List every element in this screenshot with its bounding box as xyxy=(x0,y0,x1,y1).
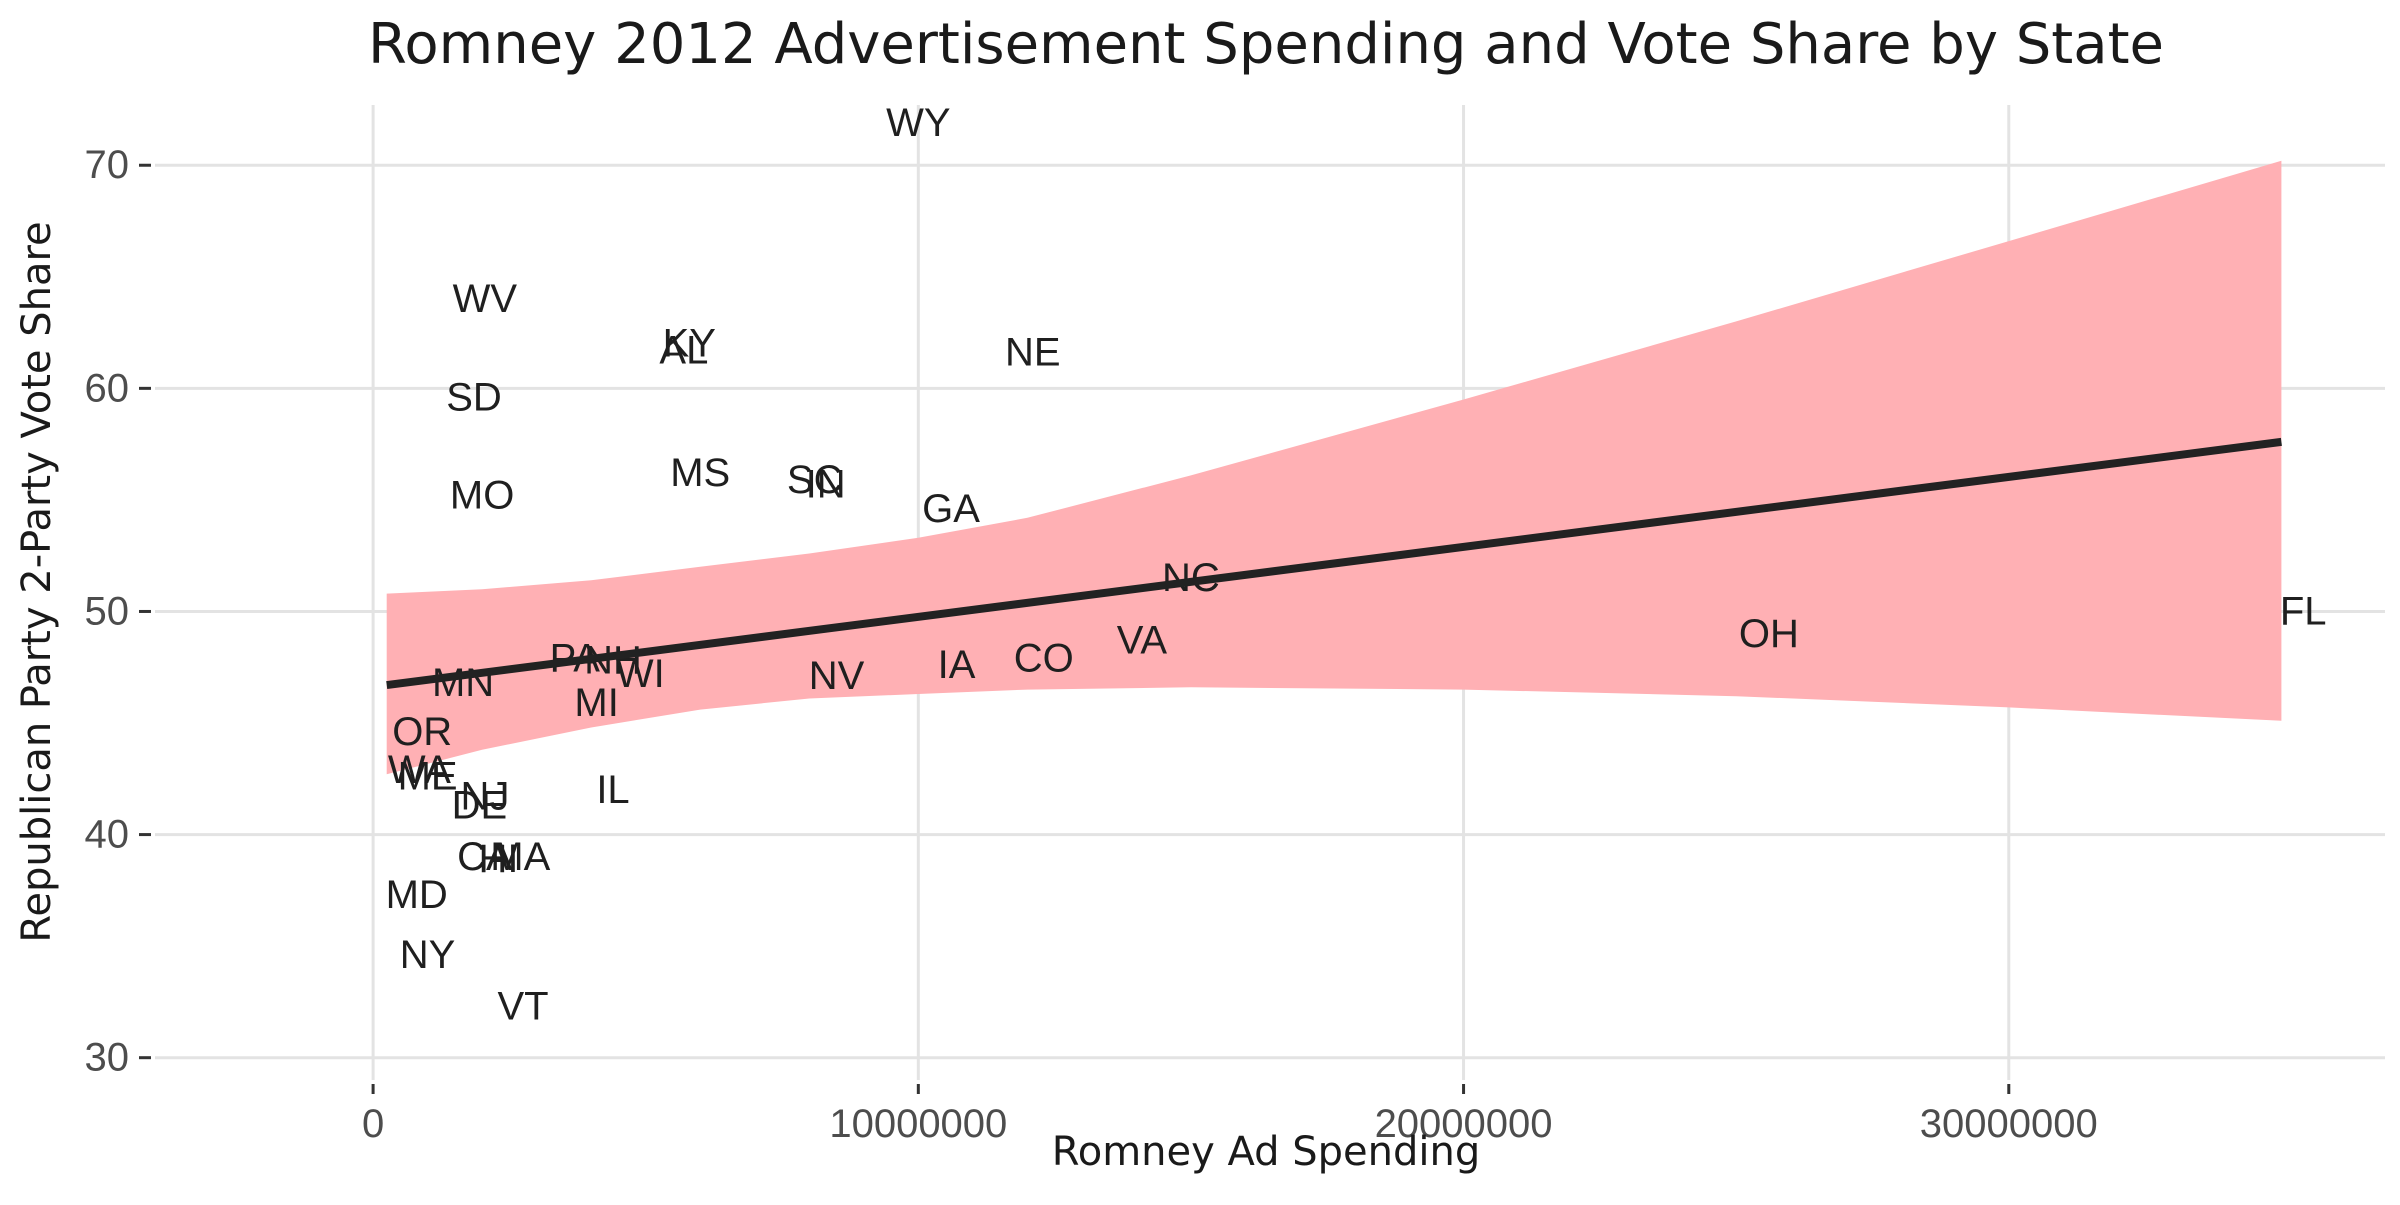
state-label-fl: FL xyxy=(2280,590,2327,634)
state-label-md: MD xyxy=(386,873,448,917)
state-label-mo: MO xyxy=(450,473,514,517)
state-label-or: OR xyxy=(392,710,452,754)
state-label-ne: NE xyxy=(1005,331,1061,375)
state-label-wy: WY xyxy=(886,101,950,145)
state-label-al: AL xyxy=(659,328,708,372)
state-label-mn: MN xyxy=(432,661,494,705)
state-label-wi: WI xyxy=(616,652,665,696)
state-label-mi: MI xyxy=(574,681,618,725)
state-label-wv: WV xyxy=(453,277,518,321)
state-label-ny: NY xyxy=(400,933,456,977)
state-label-ia: IA xyxy=(938,643,976,687)
state-label-nj: NJ xyxy=(460,775,509,819)
state-label-va: VA xyxy=(1117,619,1168,663)
y-tick-label: 40 xyxy=(85,813,130,857)
state-label-in: IN xyxy=(806,462,846,506)
y-tick-label: 70 xyxy=(85,143,130,187)
state-label-hi: HI xyxy=(479,837,519,881)
state-label-ma: MA xyxy=(490,835,550,879)
y-axis-title: Republican Party 2-Party Vote Share xyxy=(14,221,60,942)
state-label-ca: CA xyxy=(457,835,513,879)
x-tick-label: 10000000 xyxy=(829,1102,1007,1146)
state-label-co: CO xyxy=(1014,636,1074,680)
state-label-vt: VT xyxy=(497,984,548,1028)
state-label-nv: NV xyxy=(809,654,865,698)
regression-line xyxy=(386,437,2282,690)
state-label-wa: WA xyxy=(388,748,451,792)
x-tick-label: 20000000 xyxy=(1375,1102,1553,1146)
state-label-ga: GA xyxy=(922,487,980,531)
x-tick-label: 0 xyxy=(362,1102,384,1146)
y-tick-label: 60 xyxy=(85,366,130,410)
state-label-oh: OH xyxy=(1739,612,1799,656)
state-label-sd: SD xyxy=(446,375,502,419)
state-label-me: ME xyxy=(398,755,458,799)
state-label-sc: SC xyxy=(787,458,843,502)
state-label-il: IL xyxy=(596,768,629,812)
x-tick-label: 30000000 xyxy=(1920,1102,2098,1146)
state-label-ms: MS xyxy=(670,451,730,495)
chart-title: Romney 2012 Advertisement Spending and V… xyxy=(368,12,2164,77)
x-axis-title: Romney Ad Spending xyxy=(1052,1129,1481,1175)
y-tick-label: 30 xyxy=(85,1036,130,1080)
state-label-ky: KY xyxy=(663,322,716,366)
y-tick-label: 50 xyxy=(85,589,130,633)
state-label-de: DE xyxy=(452,784,508,828)
